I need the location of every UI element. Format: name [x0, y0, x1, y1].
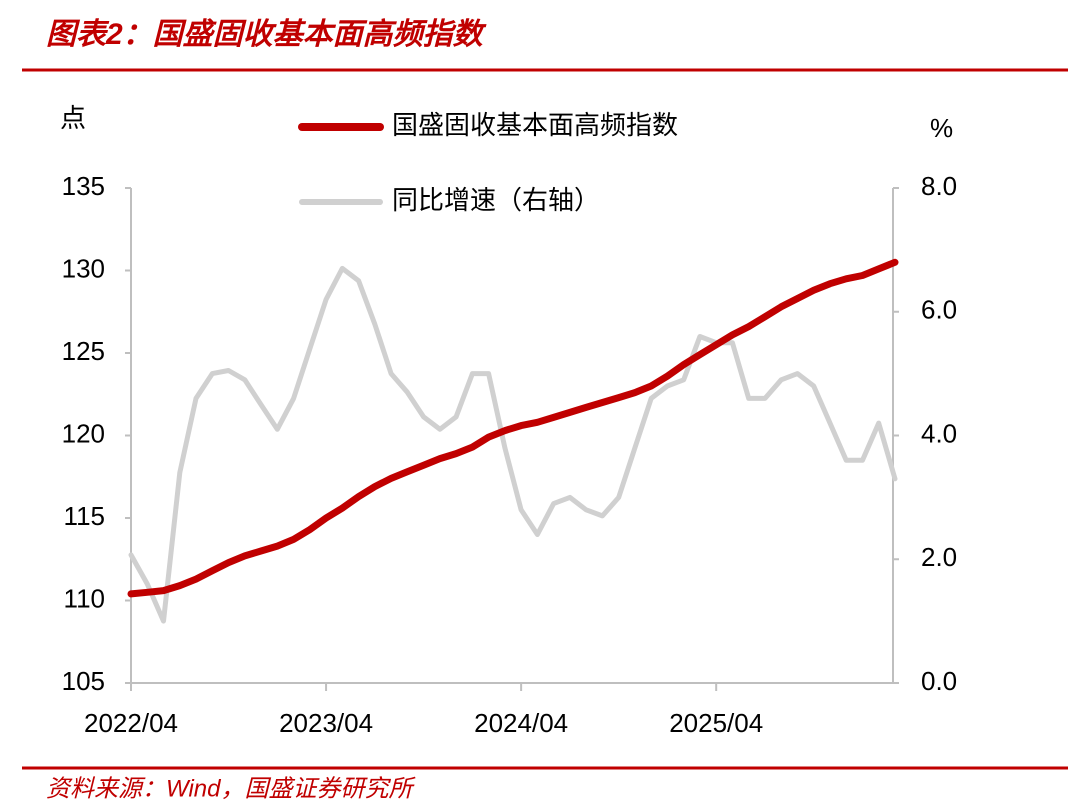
chart-title: 图表2：国盛固收基本面高频指数: [46, 18, 487, 51]
y2-tick-label: 4.0: [921, 418, 957, 448]
y2-tick-label: 2.0: [921, 542, 957, 572]
y-tick-label: 105: [62, 666, 105, 696]
x-tick-label: 2023/04: [279, 708, 373, 738]
y-tick-label: 115: [64, 501, 105, 531]
y-tick-label: 135: [62, 171, 105, 201]
y2-tick-label: 0.0: [921, 666, 957, 696]
source: 资料来源：Wind，国盛证券研究所: [46, 775, 416, 802]
y-tick-label: 125: [62, 336, 105, 366]
y-tick-label: 120: [62, 418, 105, 448]
y2-tick-label: 6.0: [921, 295, 957, 325]
x-tick-label: 2022/04: [84, 708, 178, 738]
y-axis-label: 点: [60, 103, 86, 133]
x-tick-label: 2025/04: [669, 708, 763, 738]
series-line: [127, 258, 899, 598]
legend-label: 同比增速（右轴）: [392, 185, 600, 215]
y2-tick-label: 8.0: [921, 171, 957, 201]
series-line: [128, 265, 898, 624]
x-tick-label: 2024/04: [474, 708, 568, 738]
legend-label: 国盛固收基本面高频指数: [392, 110, 678, 140]
y-tick-label: 110: [64, 583, 105, 613]
y2-axis-label: %: [930, 113, 953, 143]
y-tick-label: 130: [62, 253, 105, 283]
